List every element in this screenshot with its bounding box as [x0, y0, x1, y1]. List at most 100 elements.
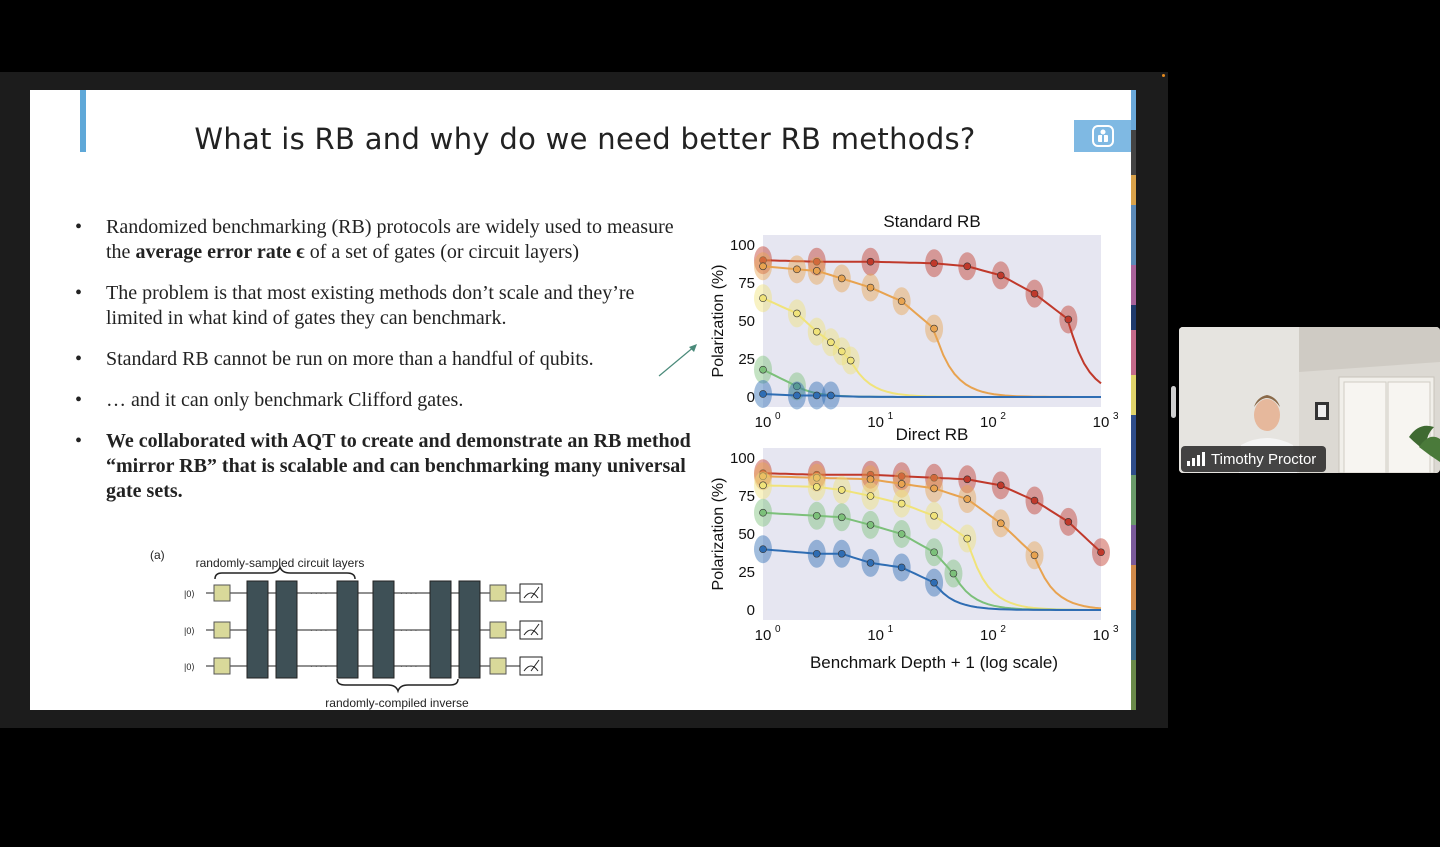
- data-point: [866, 521, 875, 529]
- data-point: [930, 324, 938, 333]
- chart-title: Standard RB: [883, 212, 980, 231]
- data-point: [759, 508, 767, 517]
- x-tick-label: 10: [867, 414, 884, 431]
- x-tick-label: 10: [1093, 627, 1110, 644]
- data-point: [1064, 315, 1073, 324]
- data-point: [963, 534, 972, 543]
- data-point: [812, 549, 821, 558]
- data-point: [996, 519, 1005, 528]
- final-gate: [489, 657, 507, 675]
- data-point: [793, 265, 801, 274]
- participant-name-tag: Timothy Proctor: [1181, 446, 1327, 472]
- circuit-layer-block: [246, 580, 269, 679]
- slide-title: What is RB and why do we need better RB …: [194, 122, 976, 156]
- data-point: [1030, 289, 1039, 298]
- x-tick-label: 10: [1093, 414, 1110, 431]
- measurement-icon: [519, 620, 543, 640]
- bullet-list: Randomized benchmarking (RB) protocols a…: [75, 215, 695, 520]
- y-tick-label: 50: [738, 526, 755, 543]
- data-point: [897, 472, 906, 481]
- mirror-rb-circuit-diagram: (a) randomly-sampled circuit layers rand…: [150, 548, 543, 710]
- data-point: [897, 297, 906, 306]
- data-point: [930, 578, 938, 587]
- measurement-icon: [519, 656, 543, 676]
- data-point: [866, 492, 875, 500]
- y-tick-label: 100: [730, 450, 755, 467]
- state-prep-gate: [213, 621, 231, 639]
- x-tick-exponent: 2: [1000, 624, 1006, 635]
- data-point: [963, 495, 972, 503]
- qubit-label: |0⟩: [184, 662, 195, 672]
- y-tick-label: 25: [738, 564, 755, 581]
- data-point: [1064, 518, 1073, 526]
- bold-phrase: average error rate ϵ: [135, 241, 305, 263]
- ellipsis-dots: · · · ·: [400, 589, 417, 598]
- data-point: [837, 486, 846, 494]
- title-accent-bar: [80, 90, 86, 152]
- bullet-item: Standard RB cannot be run on more than a…: [75, 347, 695, 372]
- x-tick-label: 10: [755, 627, 772, 644]
- data-point: [963, 475, 972, 484]
- data-point: [866, 559, 875, 567]
- measurement-icon: [519, 583, 543, 603]
- bullet-item: We collaborated with AQT to create and d…: [75, 429, 695, 504]
- data-point: [793, 382, 801, 391]
- sandia-logo-icon: [1074, 120, 1132, 152]
- data-point: [759, 472, 767, 481]
- ellipsis-dots: · · · ·: [400, 662, 417, 671]
- y-tick-label: 75: [738, 488, 755, 505]
- x-tick-exponent: 0: [775, 624, 781, 635]
- data-point: [812, 391, 821, 400]
- data-point: [866, 257, 875, 266]
- data-point: [866, 283, 875, 292]
- data-point: [812, 511, 821, 520]
- circuit-layer-block: [336, 580, 359, 679]
- data-point: [963, 262, 972, 271]
- data-point: [897, 563, 906, 572]
- data-point: [930, 259, 938, 268]
- data-point: [759, 365, 767, 374]
- x-tick-label: 10: [980, 414, 997, 431]
- ellipsis-dots: · · · ·: [400, 626, 417, 635]
- top-brace: [214, 564, 356, 580]
- data-point: [996, 481, 1005, 490]
- bottom-brace-label: randomly-compiled inverse: [325, 696, 469, 710]
- bullet-item: Randomized benchmarking (RB) protocols a…: [75, 215, 695, 265]
- data-point: [930, 473, 938, 482]
- x-tick-label: 10: [980, 627, 997, 644]
- bullet-item: … and it can only benchmark Clifford gat…: [75, 388, 695, 413]
- y-axis-label: Polarization (%): [710, 265, 727, 378]
- circuit-layer-block: [372, 580, 395, 679]
- chart-title: Direct RB: [896, 425, 969, 444]
- data-point: [949, 569, 958, 578]
- data-point: [812, 483, 821, 491]
- state-prep-gate: [213, 657, 231, 675]
- signal-strength-icon: [1187, 452, 1205, 466]
- data-point: [759, 262, 767, 271]
- ellipsis-dots: · · · ·: [310, 626, 327, 635]
- data-point: [837, 513, 846, 522]
- y-tick-label: 75: [738, 275, 755, 292]
- ellipsis-dots: · · · ·: [310, 662, 327, 671]
- status-dot: [1162, 74, 1165, 77]
- participant-name: Timothy Proctor: [1211, 450, 1317, 468]
- y-axis-label: Polarization (%): [710, 478, 727, 591]
- x-tick-exponent: 1: [888, 411, 894, 422]
- ellipsis-dots: · · · ·: [310, 589, 327, 598]
- qubit-label: |0⟩: [184, 589, 195, 599]
- circuit-layer-block: [275, 580, 298, 679]
- data-point: [1030, 551, 1039, 560]
- presentation-slide: What is RB and why do we need better RB …: [30, 90, 1132, 710]
- data-point: [812, 327, 821, 336]
- data-point: [1030, 496, 1039, 505]
- data-point: [827, 338, 835, 347]
- x-tick-exponent: 3: [1113, 411, 1118, 422]
- circuit-layer-block: [429, 580, 452, 679]
- slide-edge-strip: [1131, 90, 1136, 710]
- x-tick-exponent: 0: [775, 411, 781, 422]
- data-point: [837, 347, 846, 356]
- panel-resize-handle[interactable]: [1171, 386, 1176, 418]
- x-tick-label: 10: [867, 627, 884, 644]
- qubit-label: |0⟩: [184, 626, 195, 636]
- data-point: [793, 391, 801, 400]
